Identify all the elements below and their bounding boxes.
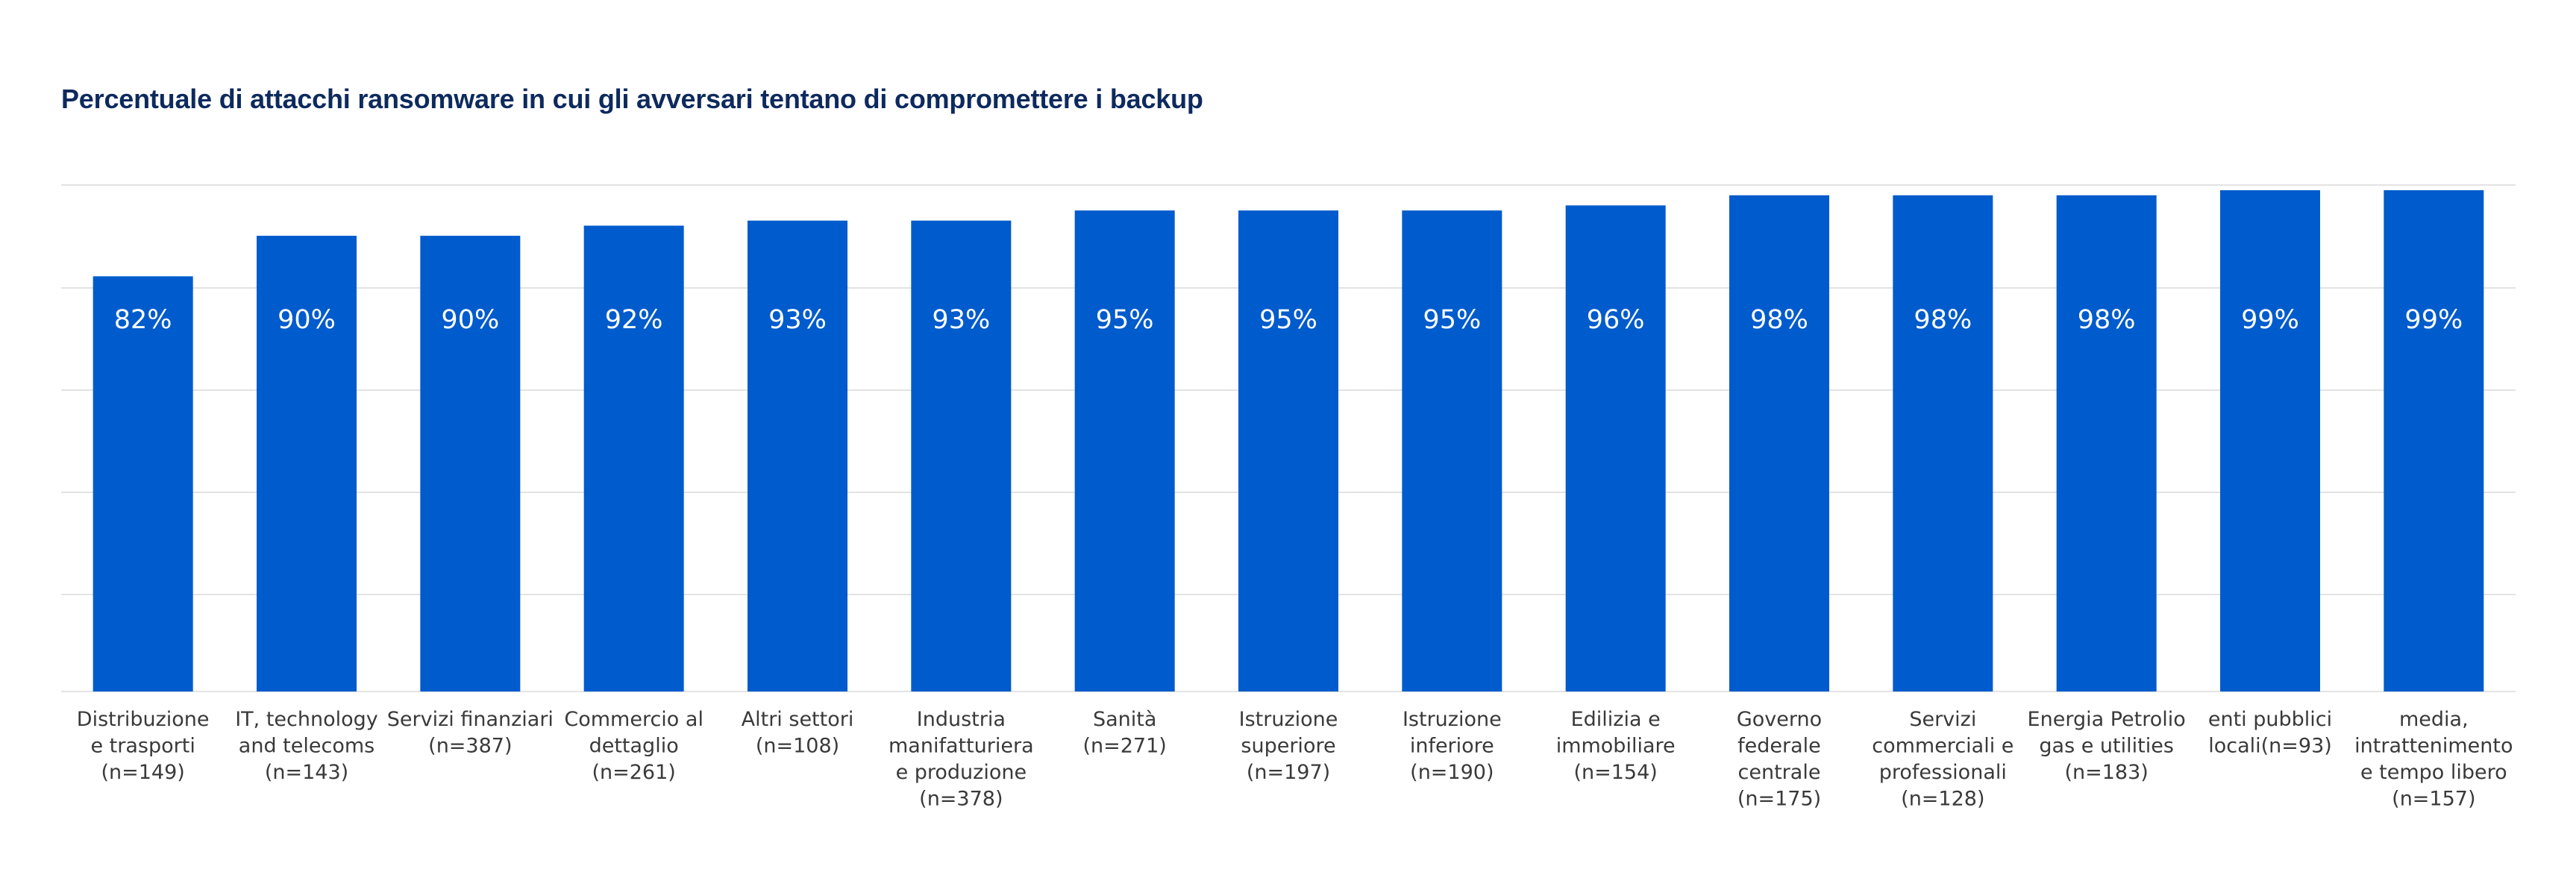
x-tick-label-line: Distribuzione: [77, 708, 210, 731]
x-tick-label-line: Edilizia e: [1571, 708, 1661, 731]
bar: [583, 225, 684, 691]
x-tick-label: enti pubblici locali(n=93): [2208, 708, 2332, 758]
data-label: 98%: [1914, 305, 1972, 335]
chart-title: Percentuale di attacchi ransomware in cu…: [61, 84, 1203, 114]
data-label: 90%: [278, 305, 336, 335]
x-tick-label-line: enti pubblici: [2208, 708, 2332, 731]
x-tick-label-line: (n=108): [756, 735, 839, 758]
bar: [1893, 195, 1993, 692]
x-tick-label-line: e tempo libero: [2360, 761, 2507, 784]
x-tick-label-line: (n=175): [1737, 788, 1821, 811]
x-tick-label-line: locali(n=93): [2208, 735, 2332, 758]
x-tick-label: Istruzione superiore (n=197): [1239, 708, 1338, 784]
x-tick-label-line: (n=261): [592, 761, 675, 784]
value-labels: 82% 90% 90% 92% 93% 93% 95% 95% 95% 96% 98% 98% 98% 9…: [114, 305, 2463, 335]
x-tick-label: Industria manifatturiera e produzione (n=37…: [889, 708, 1034, 811]
bars: [93, 190, 2484, 692]
bar: [257, 236, 357, 691]
x-tick-label-line: gas e utilities: [2039, 735, 2174, 758]
bar: [93, 276, 193, 692]
x-tick-label-line: superiore: [1241, 735, 1335, 758]
bar: [1238, 210, 1338, 692]
x-tick-label-line: commerciali e: [1872, 735, 2014, 758]
bar: [2220, 190, 2320, 691]
x-tick-label-line: Altri settori: [742, 708, 854, 731]
x-tick-label-line: (n=197): [1247, 761, 1330, 784]
x-tick-label: Edilizia e immobiliare (n=154): [1556, 708, 1676, 784]
x-tick-label-line: (n=149): [101, 761, 184, 784]
bar: [2056, 195, 2157, 692]
x-tick-label-line: inferiore: [1410, 735, 1494, 758]
data-label: 93%: [932, 305, 990, 335]
x-tick-label-line: Energia Petrolio: [2028, 708, 2186, 731]
x-tick-label: Sanità (n=271): [1082, 708, 1166, 758]
bar: [1729, 195, 1829, 692]
x-tick-label-line: e produzione: [896, 761, 1027, 784]
x-tick-label-line: Istruzione: [1403, 708, 1502, 731]
bar: [420, 236, 521, 691]
x-tick-label: Servizi commerciali e professionali (n=128): [1872, 708, 2014, 811]
x-tick-label-line: immobiliare: [1556, 735, 1676, 758]
x-tick-label-line: professionali: [1879, 761, 2007, 784]
x-tick-label-line: Servizi finanziari: [387, 708, 554, 731]
bar: [911, 220, 1012, 691]
data-label: 99%: [2241, 305, 2299, 335]
x-tick-label-line: manifatturiera: [889, 735, 1034, 758]
data-label: 90%: [441, 305, 499, 335]
x-tick-label-line: e trasporti: [90, 735, 195, 758]
x-tick-label: IT, technology and telecoms (n=143): [235, 708, 378, 784]
x-tick-label-line: Istruzione: [1239, 708, 1338, 731]
x-tick-label-line: (n=183): [2064, 761, 2148, 784]
bar: [2384, 190, 2484, 691]
x-tick-label-line: (n=128): [1901, 788, 1984, 811]
x-tick-label: Istruzione inferiore (n=190): [1403, 708, 1502, 784]
bar: [1402, 210, 1502, 692]
x-tick-label: Governo federale centrale (n=175): [1737, 708, 1822, 811]
data-label: 95%: [1423, 305, 1481, 335]
data-label: 96%: [1587, 305, 1645, 335]
x-tick-label-line: (n=271): [1082, 735, 1166, 758]
bar: [1565, 205, 1666, 691]
x-tick-label-line: (n=143): [265, 761, 348, 784]
data-label: 99%: [2404, 305, 2463, 335]
x-tick-label-line: federale: [1737, 735, 1821, 758]
x-tick-label-line: IT, technology: [235, 708, 378, 731]
x-tick-label-line: Sanità: [1093, 708, 1156, 731]
x-tick-label-line: Industria: [917, 708, 1006, 731]
x-tick-label-line: (n=157): [2392, 788, 2475, 811]
data-label: 98%: [2078, 305, 2136, 335]
category-labels: Distribuzione e trasporti (n=149) IT, techn…: [77, 708, 2513, 811]
x-tick-label-line: and telecoms: [239, 735, 375, 758]
x-tick-label-line: (n=190): [1410, 761, 1494, 784]
x-tick-label: Energia Petrolio gas e utilities (n=183): [2028, 708, 2186, 784]
bar: [748, 220, 847, 691]
bar: [1074, 210, 1175, 692]
x-tick-label: Altri settori (n=108): [742, 708, 854, 758]
x-tick-label: Distribuzione e trasporti (n=149): [77, 708, 210, 784]
x-tick-label-line: intrattenimento: [2354, 735, 2513, 758]
x-tick-label: media, intrattenimento e tempo libero (n=15…: [2354, 708, 2513, 811]
x-tick-label-line: Servizi: [1909, 708, 1976, 731]
x-tick-label-line: media,: [2399, 708, 2469, 731]
x-tick-label: Servizi finanziari (n=387): [387, 708, 554, 758]
x-tick-label-line: dettaglio: [589, 735, 679, 758]
data-label: 98%: [1750, 305, 1808, 335]
x-tick-label-line: (n=154): [1573, 761, 1657, 784]
data-label: 93%: [768, 305, 827, 335]
x-tick-label: Commercio al dettaglio (n=261): [564, 708, 703, 784]
data-label: 92%: [605, 305, 663, 335]
x-tick-label-line: (n=387): [428, 735, 512, 758]
data-label: 82%: [114, 305, 172, 335]
x-tick-label-line: (n=378): [919, 788, 1003, 811]
x-tick-label-line: centrale: [1738, 761, 1821, 784]
data-label: 95%: [1096, 305, 1154, 335]
data-label: 95%: [1259, 305, 1317, 335]
x-tick-label-line: Commercio al: [564, 708, 703, 731]
x-tick-label-line: Governo: [1737, 708, 1822, 731]
